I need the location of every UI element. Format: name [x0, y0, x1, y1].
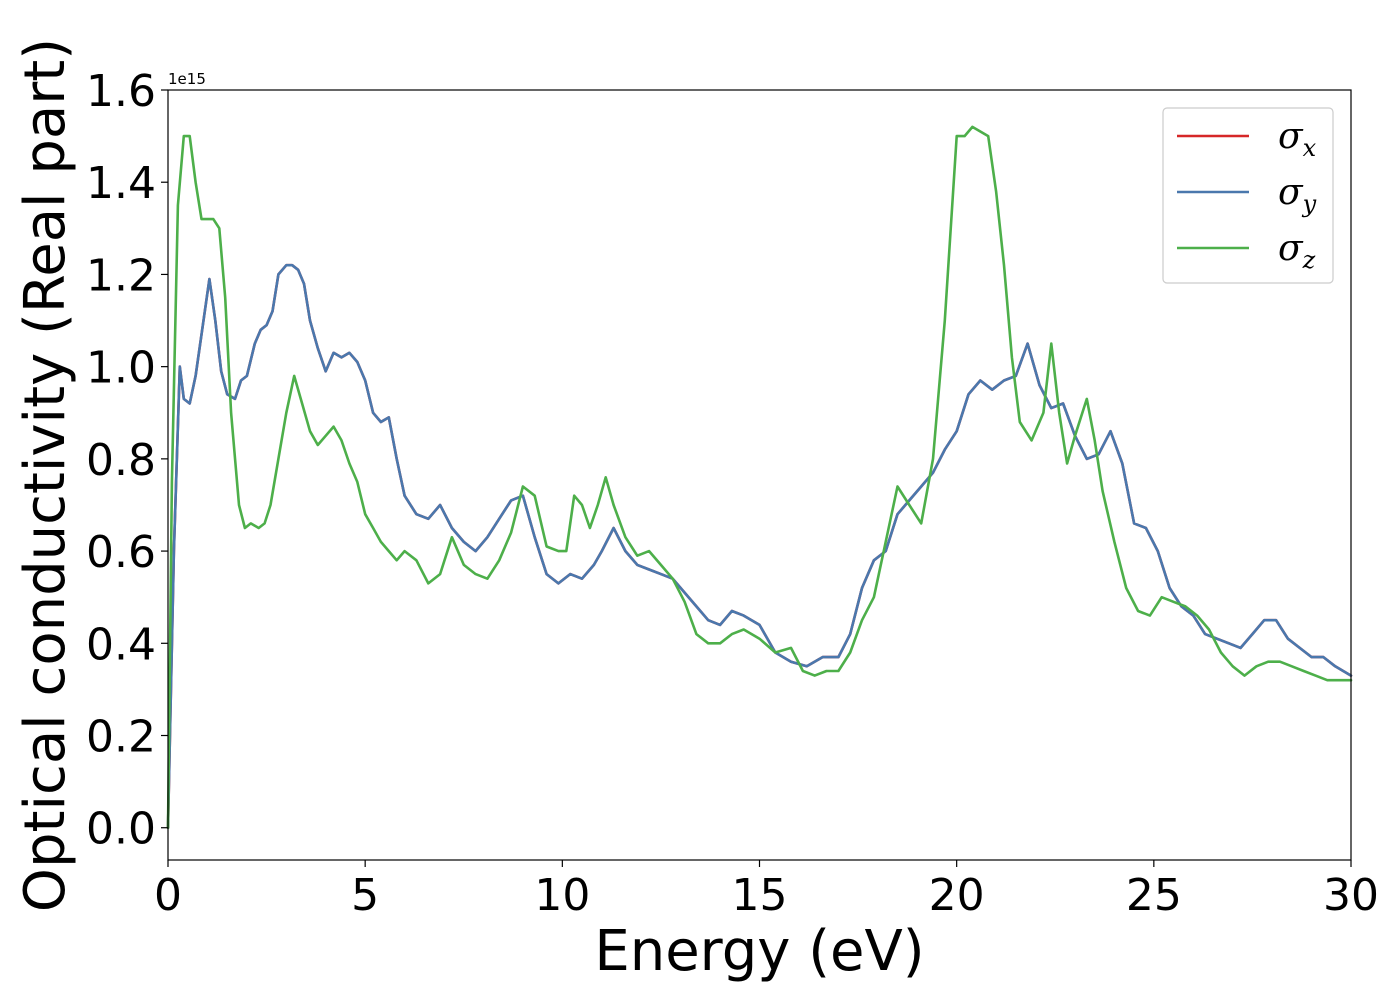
y-tick-label: 1.2: [86, 250, 156, 301]
legend-box: [1162, 107, 1334, 284]
y-tick-label: 0.6: [86, 527, 156, 578]
y-offset-label: 1e15: [168, 70, 206, 88]
legend: σx σy σz: [1162, 107, 1334, 284]
y-tick-label: 1.4: [86, 158, 156, 209]
y-tick-label: 1.0: [86, 343, 156, 394]
series-line-y: [166, 263, 1353, 829]
legend-label-z: σz: [1278, 228, 1316, 274]
x-tick-label: 5: [351, 870, 379, 921]
y-tick-label: 0.8: [86, 435, 156, 486]
x-tick-label: 30: [1323, 870, 1379, 921]
y-tick-label: 0.2: [86, 712, 156, 763]
x-tick-label: 0: [154, 870, 182, 921]
legend-label-y: σy: [1278, 172, 1317, 218]
ticks-layer: 0 5 10 15 20 25 30 0.0 0.2 0.4 0.6 0.8 1.0 1.2 1.4 1.6: [86, 66, 1379, 921]
series-line-x: [166, 263, 1353, 829]
y-tick-label: 0.0: [86, 804, 156, 855]
x-tick-label: 20: [929, 870, 985, 921]
y-tick-label: 0.4: [86, 619, 156, 670]
y-tick-label: 1.6: [86, 66, 156, 117]
plot-frame: [167, 89, 1352, 861]
x-tick-label: 15: [732, 870, 788, 921]
y-axis-title: Optical conductivity (Real part): [13, 38, 78, 912]
x-tick-label: 25: [1126, 870, 1182, 921]
x-tick-label: 10: [534, 870, 590, 921]
x-axis-title: Energy (eV): [594, 919, 924, 984]
series-layer: [166, 125, 1353, 829]
series-line-z: [166, 125, 1353, 829]
legend-label-x: σx: [1278, 116, 1317, 162]
